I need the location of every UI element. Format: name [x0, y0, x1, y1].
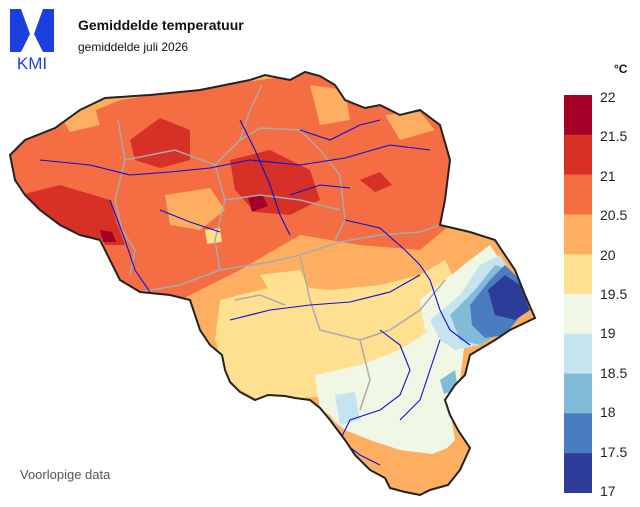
legend-swatch	[564, 453, 592, 493]
legend-tick-label: 18.5	[600, 364, 628, 381]
zone-17-17.5	[488, 275, 530, 320]
legend-tick-label: 21.5	[600, 128, 628, 145]
legend-swatch	[564, 214, 592, 255]
legend-swatch	[564, 333, 592, 375]
preliminary-data-note: Voorlopige data	[20, 467, 111, 482]
legend-tick-label: 21	[600, 167, 616, 184]
legend-tick-label: 17	[600, 483, 616, 499]
legend-swatch	[564, 413, 592, 454]
legend-swatch	[564, 373, 592, 414]
kmi-logo: KMI	[10, 9, 54, 72]
legend-swatch	[564, 134, 592, 176]
legend-swatch	[564, 254, 592, 295]
legend-tick-label: 18	[600, 404, 616, 421]
map-title: Gemiddelde temperatuur	[78, 17, 244, 33]
legend-unit: °C	[614, 62, 628, 76]
map-subtitle: gemiddelde juli 2026	[78, 40, 189, 54]
legend-tick-label: 22	[600, 89, 616, 105]
legend-tick-label: 20.5	[600, 207, 628, 224]
legend-colorbar	[564, 95, 592, 493]
legend-tick-label: 20	[600, 246, 616, 263]
province-borders	[114, 84, 446, 411]
legend-tick-label: 19	[600, 325, 616, 342]
legend-tick-label: 17.5	[600, 443, 628, 460]
legend-swatch	[564, 174, 592, 215]
rivers	[39, 119, 471, 466]
legend-swatch	[564, 95, 592, 136]
legend-swatch	[564, 294, 592, 335]
temperature-map	[9, 71, 536, 496]
legend-tick-label: 19.5	[600, 286, 628, 302]
logo-text: KMI	[17, 54, 47, 72]
